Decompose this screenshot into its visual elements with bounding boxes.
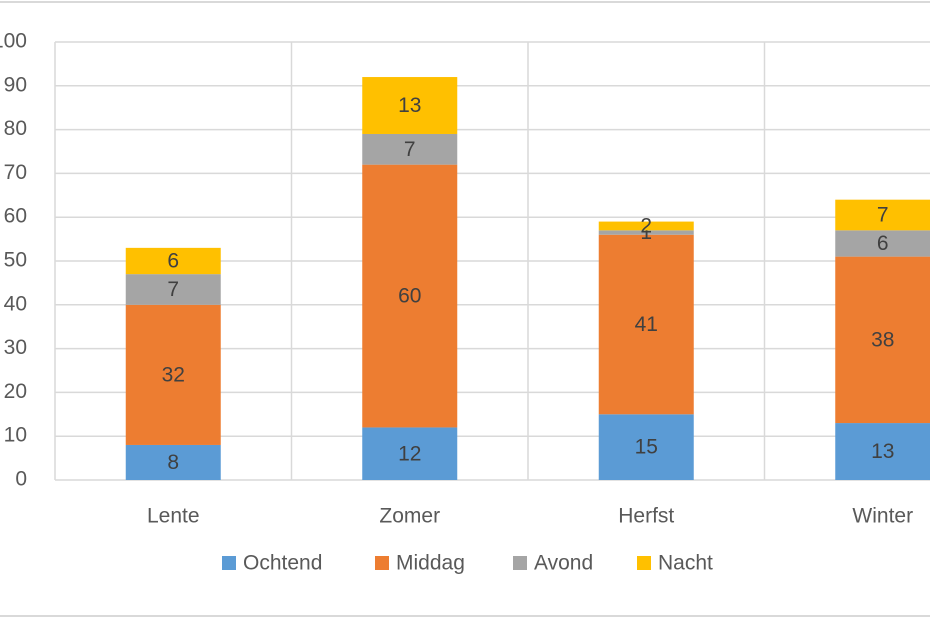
- bar-segment: [125, 444, 221, 480]
- bar-segment: [598, 234, 694, 415]
- y-tick-label: 20: [4, 380, 27, 403]
- data-label: 15: [635, 436, 658, 459]
- bar-segment: [125, 304, 221, 445]
- x-tick-label: Zomer: [379, 505, 440, 528]
- bar-segment: [835, 230, 930, 257]
- y-tick-label: 10: [4, 424, 27, 447]
- x-tick-label: Herfst: [618, 505, 674, 528]
- data-label: 32: [162, 363, 185, 386]
- bar-segment: [835, 423, 930, 480]
- y-tick-label: 0: [15, 468, 27, 491]
- x-tick-label: Lente: [147, 505, 200, 528]
- legend-swatch: [513, 556, 527, 570]
- data-label: 6: [877, 232, 889, 255]
- y-tick-label: 100: [0, 30, 27, 53]
- y-tick-label: 90: [4, 73, 27, 96]
- data-label: 2: [640, 215, 652, 238]
- bar-segment: [598, 230, 694, 235]
- bar-segment: [362, 133, 458, 165]
- bar-segment: [362, 427, 458, 480]
- data-label: 6: [167, 250, 179, 273]
- data-label: 12: [398, 442, 421, 465]
- y-tick-label: 50: [4, 249, 27, 272]
- legend-label: Avond: [534, 552, 593, 575]
- bar-segment: [362, 164, 458, 428]
- data-label: 13: [871, 440, 894, 463]
- data-label: 41: [635, 313, 658, 336]
- data-label: 13: [398, 94, 421, 117]
- bar-segment: [598, 221, 694, 231]
- legend-swatch: [375, 556, 389, 570]
- bar-segment: [125, 274, 221, 305]
- bar-segment: [125, 247, 221, 275]
- legend-label: Middag: [396, 552, 465, 575]
- legend-swatch: [222, 556, 236, 570]
- x-tick-label: Winter: [852, 505, 913, 528]
- data-label: 60: [398, 285, 421, 308]
- data-label: 7: [404, 138, 416, 161]
- data-label: 7: [167, 278, 179, 301]
- legend-label: Ochtend: [243, 552, 322, 575]
- y-tick-label: 70: [4, 161, 27, 184]
- bar-segment: [598, 414, 694, 480]
- y-tick-label: 60: [4, 205, 27, 228]
- y-tick-label: 40: [4, 292, 27, 315]
- bar-segment: [362, 77, 458, 134]
- y-tick-label: 80: [4, 117, 27, 140]
- legend-label: Nacht: [658, 552, 713, 575]
- bar-segment: [835, 256, 930, 424]
- bar-segment: [835, 199, 930, 231]
- data-label: 7: [877, 204, 889, 227]
- data-label: 1: [640, 221, 652, 244]
- data-label: 8: [167, 451, 179, 474]
- legend-swatch: [637, 556, 651, 570]
- data-label: 38: [871, 328, 894, 351]
- y-tick-label: 30: [4, 336, 27, 359]
